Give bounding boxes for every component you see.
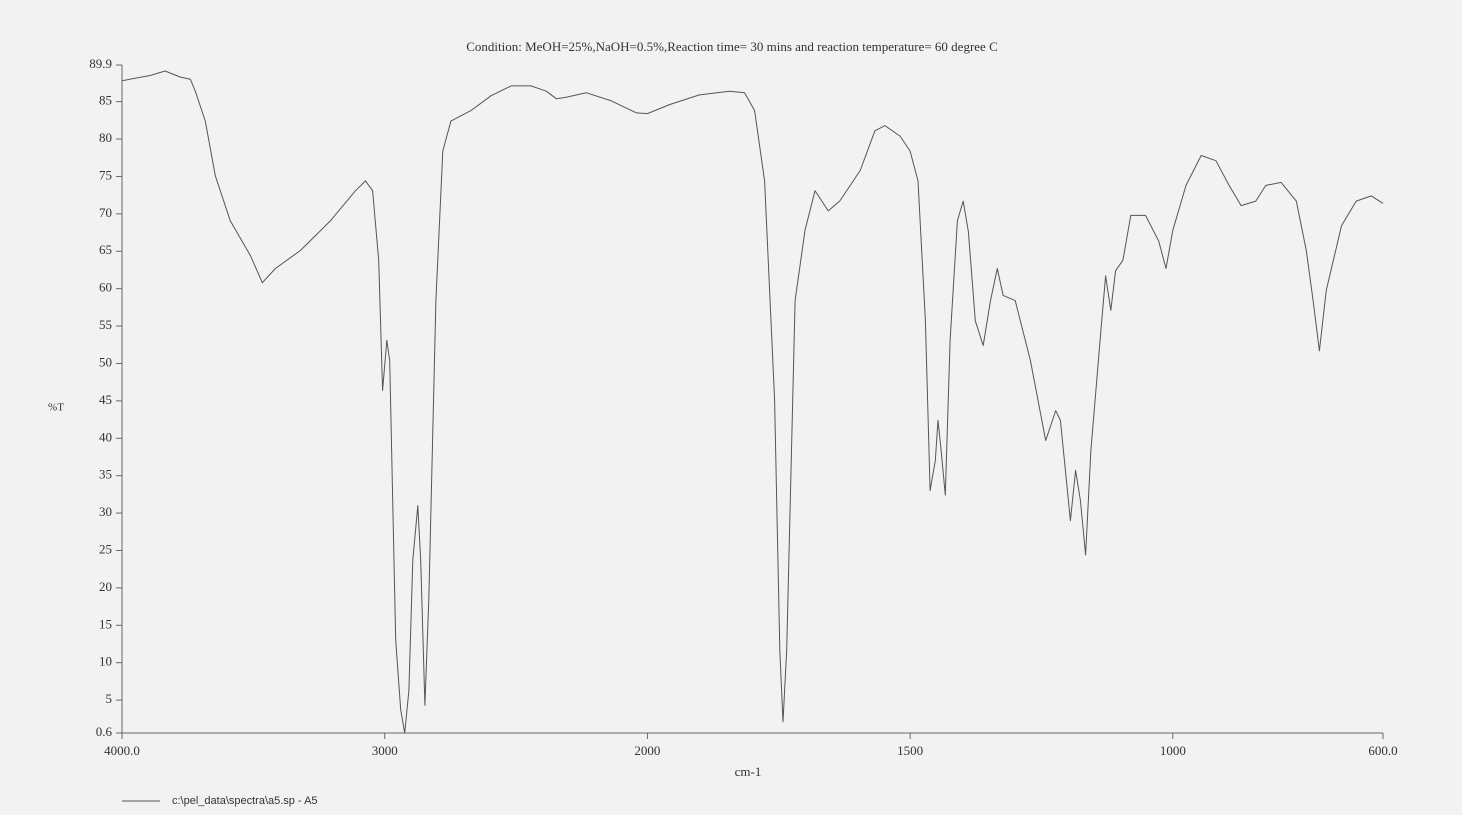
y-tick-label: 20 [99,579,112,594]
y-tick-label: 89.9 [89,56,112,71]
y-tick-label: 65 [99,242,112,257]
y-tick-label: 60 [99,280,112,295]
x-tick-label: 3000 [372,743,398,758]
chart: Condition: MeOH=25%,NaOH=0.5%,Reaction t… [0,0,1462,815]
x-tick-label: 1500 [897,743,923,758]
y-tick-label: 80 [99,130,112,145]
y-tick-label: 15 [99,616,112,631]
chart-title: Condition: MeOH=25%,NaOH=0.5%,Reaction t… [466,39,998,54]
y-tick-label: 30 [99,504,112,519]
y-tick-label: 45 [99,392,112,407]
legend-label: c:\pel_data\spectra\a5.sp - A5 [172,795,318,807]
x-tick-label: 1000 [1160,743,1186,758]
x-tick-label: 4000.0 [104,743,140,758]
y-tick-label: 70 [99,205,112,220]
x-tick-label: 2000 [634,743,660,758]
y-tick-label: 35 [99,467,112,482]
y-tick-label: 10 [99,654,112,669]
y-tick-label: 85 [99,93,112,108]
y-tick-label: 5 [106,691,113,706]
x-axis-label: cm-1 [735,764,762,779]
y-tick-label: 0.6 [96,724,113,739]
y-tick-label: 25 [99,541,112,556]
x-tick-label: 600.0 [1368,743,1397,758]
y-tick-label: 50 [99,354,112,369]
y-tick-label: 55 [99,317,112,332]
y-tick-label: 75 [99,167,112,182]
y-axis-label: %T [48,402,64,414]
y-tick-label: 40 [99,429,112,444]
background [0,0,1462,815]
